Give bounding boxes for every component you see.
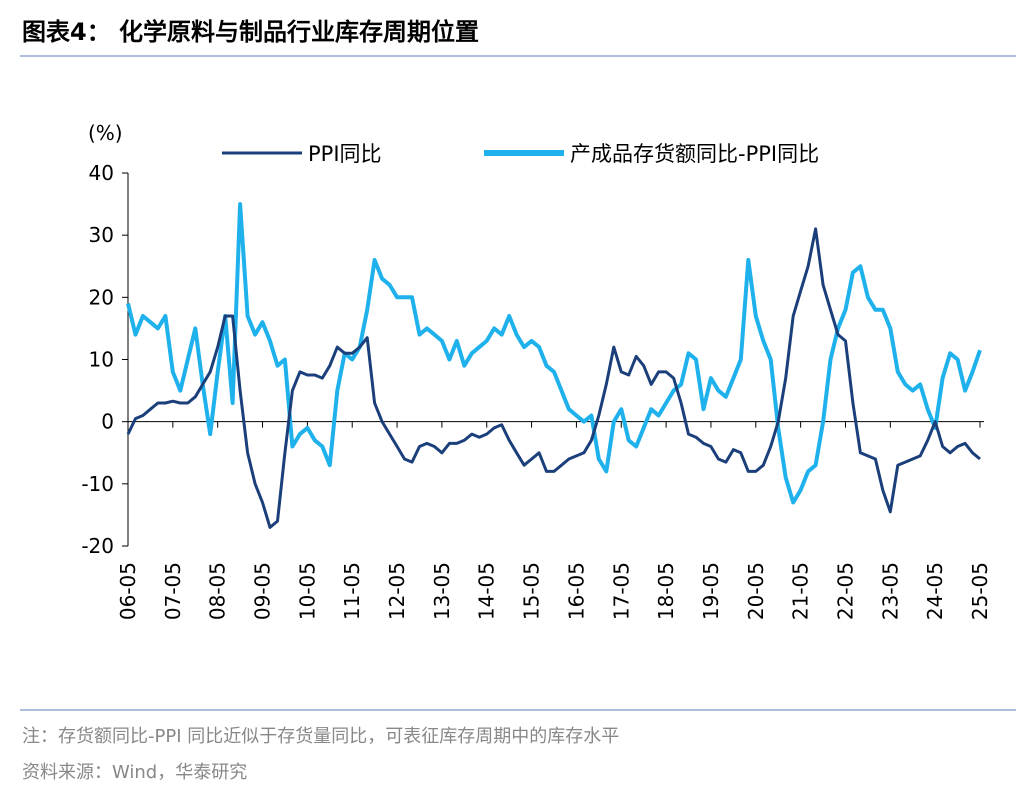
x-tick-label: 23-05 — [878, 562, 902, 620]
x-tick-label: 21-05 — [789, 562, 813, 620]
x-tick-label: 09-05 — [251, 562, 275, 620]
x-tick-label: 11-05 — [340, 562, 364, 620]
x-tick-label: 06-05 — [116, 562, 140, 620]
y-tick-label: -20 — [81, 534, 114, 558]
x-tick-label: 14-05 — [475, 562, 499, 620]
x-tick-label: 15-05 — [520, 562, 544, 620]
y-tick-label: 30 — [89, 223, 114, 247]
x-tick-label: 20-05 — [744, 562, 768, 620]
x-tick-label: 12-05 — [385, 562, 409, 620]
series-line — [126, 227, 981, 529]
x-tick-label: 19-05 — [699, 562, 723, 620]
y-tick-label: 10 — [89, 348, 114, 372]
y-tick-label: 0 — [101, 410, 114, 434]
y-axis-label: (%) — [88, 121, 123, 145]
series-line — [126, 202, 982, 505]
x-tick-label: 07-05 — [161, 562, 185, 620]
x-tick-label: 25-05 — [968, 562, 992, 620]
legend-label: 产成品存货额同比-PPI同比 — [570, 142, 819, 166]
footnote: 注：存货额同比-PPI 同比近似于存货量同比，可表征库存周期中的库存水平 — [22, 726, 619, 747]
y-tick-label: 40 — [89, 161, 114, 185]
footnote: 资料来源：Wind，华泰研究 — [22, 762, 247, 783]
x-tick-label: 18-05 — [654, 562, 678, 620]
x-tick-label: 17-05 — [609, 562, 633, 620]
chart-title: 图表4： 化学原料与制品行业库存周期位置 — [22, 18, 479, 46]
x-tick-label: 13-05 — [430, 562, 454, 620]
y-tick-label: -10 — [81, 472, 114, 496]
x-tick-label: 24-05 — [923, 562, 947, 620]
x-tick-label: 16-05 — [564, 562, 588, 620]
x-tick-label: 08-05 — [206, 562, 230, 620]
legend-label: PPI同比 — [308, 142, 382, 166]
x-tick-label: 10-05 — [295, 562, 319, 620]
y-tick-label: 20 — [89, 285, 114, 309]
x-tick-label: 22-05 — [833, 562, 857, 620]
